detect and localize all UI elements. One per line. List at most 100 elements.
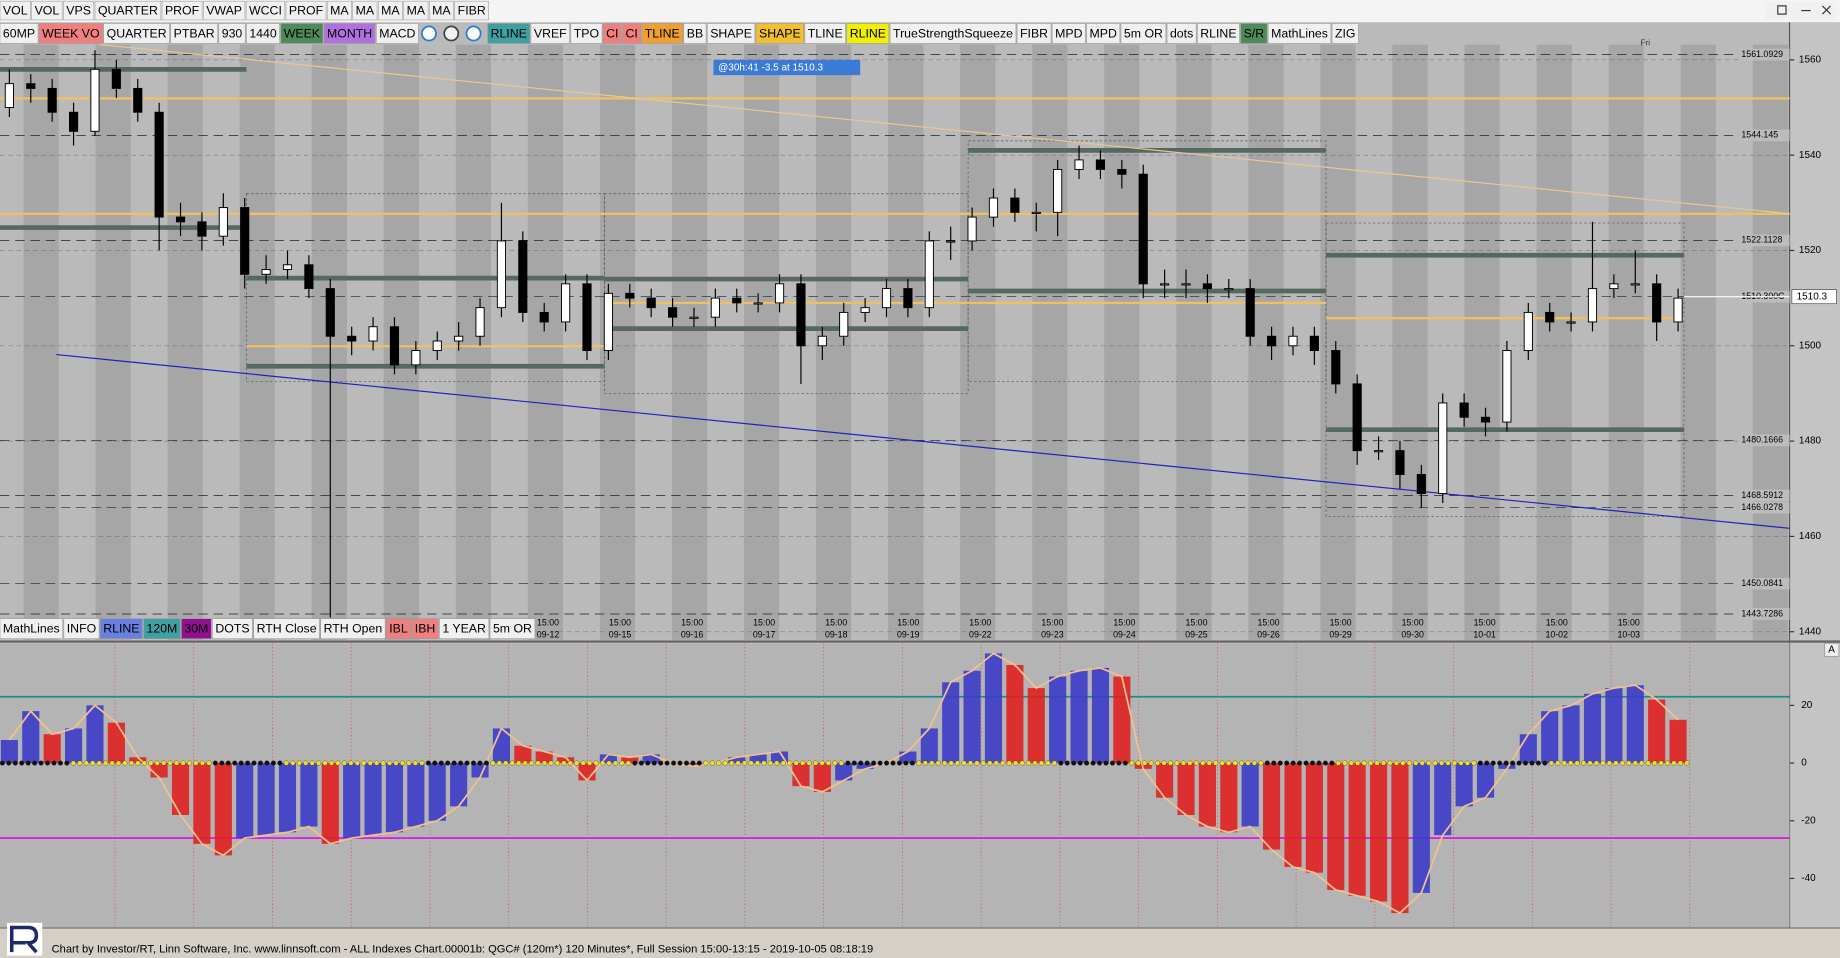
squeeze-dot xyxy=(896,760,902,766)
toolbar-button[interactable] xyxy=(94,0,162,21)
toolbar-button[interactable] xyxy=(706,23,756,44)
close-button[interactable] xyxy=(1821,5,1832,15)
squeeze-dot xyxy=(1006,760,1012,766)
oscillator-bar xyxy=(1113,676,1131,764)
toolbar-button[interactable] xyxy=(253,618,320,639)
squeeze-dot xyxy=(283,760,289,766)
toolbar-button[interactable] xyxy=(63,618,100,639)
toolbar-button[interactable] xyxy=(377,0,403,21)
toolbar-button[interactable] xyxy=(0,618,63,639)
toolbar-button[interactable] xyxy=(143,618,181,639)
toolbar-button[interactable] xyxy=(403,0,429,21)
squeeze-dot xyxy=(1335,760,1341,766)
toolbar-button[interactable] xyxy=(804,23,846,44)
toolbar-button[interactable] xyxy=(38,23,103,44)
toolbar-button[interactable] xyxy=(641,23,683,44)
toolbar-button[interactable] xyxy=(280,23,324,44)
toolbar-button-label: IBL xyxy=(389,622,408,636)
toolbar-button[interactable] xyxy=(0,23,39,44)
toolbar-button[interactable] xyxy=(386,618,411,639)
oscillator-bar xyxy=(535,751,553,764)
toolbar-button[interactable] xyxy=(285,0,327,21)
squeeze-dot xyxy=(1542,760,1548,766)
toolbar-button[interactable] xyxy=(602,23,622,44)
candle-body xyxy=(924,240,934,309)
toolbar-button[interactable] xyxy=(161,0,203,21)
toolbar-button[interactable] xyxy=(1166,23,1197,44)
oscillator-bar xyxy=(1369,763,1388,902)
toolbar-button[interactable] xyxy=(489,618,536,639)
toolbar-icon[interactable] xyxy=(421,25,437,42)
toolbar-button[interactable] xyxy=(846,23,890,44)
toolbar-button[interactable] xyxy=(375,23,419,44)
x-time-label: 15:00 xyxy=(1113,618,1135,628)
toolbar-button[interactable] xyxy=(411,618,439,639)
toolbar-button[interactable] xyxy=(1197,23,1240,44)
toolbar-icon[interactable] xyxy=(443,25,460,42)
toolbar-button[interactable] xyxy=(1016,23,1052,44)
panels xyxy=(0,0,1840,929)
oscillator-bar xyxy=(1476,763,1495,798)
price-label-bg xyxy=(1739,501,1790,514)
toolbar-button-label: VREF xyxy=(534,26,567,40)
y-tick-label: 1560 xyxy=(1799,54,1822,65)
squeeze-dot xyxy=(1477,760,1483,766)
oscillator-bar xyxy=(984,653,1003,764)
squeeze-dot xyxy=(548,760,554,766)
toolbar-button[interactable] xyxy=(0,0,31,21)
toolbar-button[interactable] xyxy=(889,23,1017,44)
squeeze-dot xyxy=(593,760,599,766)
squeeze-dot xyxy=(942,760,948,766)
squeeze-dot xyxy=(361,760,367,766)
candle-body xyxy=(539,311,549,323)
toolbar-button[interactable] xyxy=(63,0,95,21)
toolbar-button[interactable] xyxy=(202,0,246,21)
toolbar-button[interactable] xyxy=(1086,23,1121,44)
toolbar-button[interactable] xyxy=(212,618,253,639)
toolbar-button[interactable] xyxy=(454,0,489,21)
toolbar-button[interactable] xyxy=(246,23,280,44)
toolbar-button[interactable] xyxy=(170,23,218,44)
toolbar-button[interactable] xyxy=(326,0,352,21)
toolbar-button[interactable] xyxy=(320,618,386,639)
toolbar-button[interactable] xyxy=(683,23,707,44)
oscillator-bar xyxy=(1263,763,1281,850)
toolbar-button[interactable] xyxy=(103,23,170,44)
oscillator-bar xyxy=(1327,763,1345,890)
toolbar-button[interactable] xyxy=(1267,23,1332,44)
toolbar-button[interactable] xyxy=(352,0,378,21)
toolbar-button[interactable] xyxy=(245,0,286,21)
squeeze-dot xyxy=(1490,760,1496,766)
x-date-label: 09-30 xyxy=(1401,629,1424,639)
toolbar-button[interactable] xyxy=(323,23,376,44)
x-time-label: 15:00 xyxy=(1041,618,1063,628)
toolbar-button[interactable] xyxy=(31,0,63,21)
candle-body xyxy=(47,87,57,113)
toolbar-button[interactable] xyxy=(530,23,570,44)
oscillator-bar xyxy=(236,763,254,839)
squeeze-dot xyxy=(141,760,147,766)
toolbar-button[interactable] xyxy=(1331,23,1359,44)
toolbar-button[interactable] xyxy=(622,23,641,44)
candle-body xyxy=(218,207,228,237)
toolbar-button[interactable] xyxy=(181,618,212,639)
squeeze-dot xyxy=(967,760,973,766)
candle-body xyxy=(817,335,827,347)
toolbar-button[interactable] xyxy=(1240,23,1268,44)
toolbar-button[interactable] xyxy=(218,23,246,44)
toolbar-button[interactable] xyxy=(1120,23,1167,44)
x-date-label: 09-26 xyxy=(1257,629,1280,639)
toolbar-button-label: SHAPE xyxy=(759,26,801,40)
y-tick-label: 1480 xyxy=(1799,436,1822,447)
toolbar-button[interactable] xyxy=(428,0,454,21)
toolbar-button[interactable] xyxy=(570,23,603,44)
toolbar-button[interactable] xyxy=(487,23,531,44)
toolbar-button[interactable] xyxy=(755,23,804,44)
toolbar-button[interactable] xyxy=(439,618,490,639)
toolbar-button[interactable] xyxy=(100,618,143,639)
oscillator-bar xyxy=(1626,685,1644,764)
squeeze-dot xyxy=(1116,760,1122,766)
toolbar-button[interactable] xyxy=(1051,23,1086,44)
restore-button[interactable] xyxy=(1777,5,1787,15)
toolbar-icon[interactable] xyxy=(465,25,482,42)
